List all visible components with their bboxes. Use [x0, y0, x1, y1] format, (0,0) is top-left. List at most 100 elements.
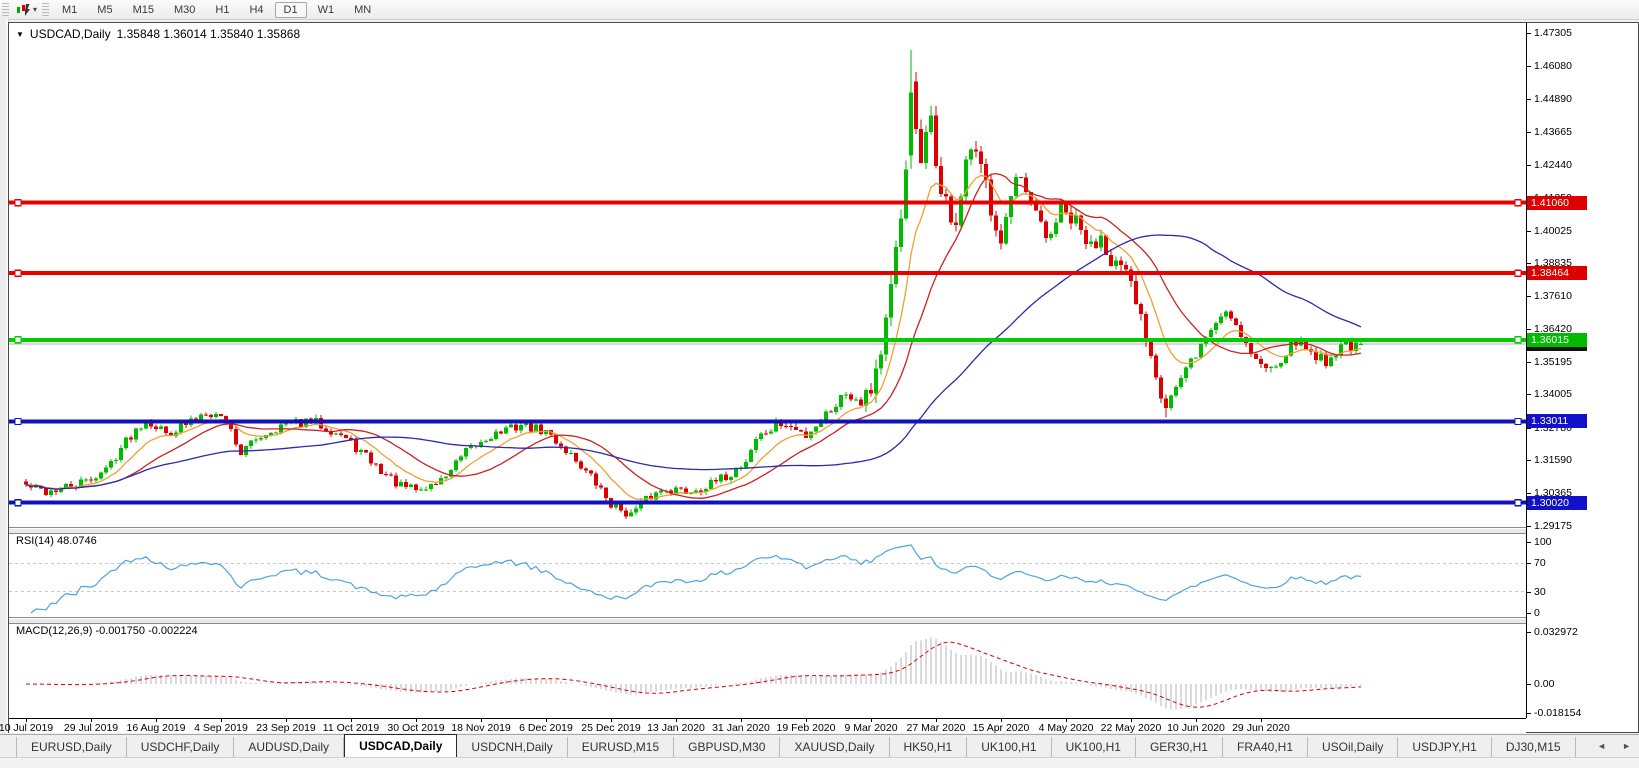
level-flag-1.33011: 1.33011 — [1527, 414, 1587, 428]
date-label-4-May-2020: 4 May 2020 — [1039, 722, 1094, 734]
date-label-25-Dec-2019: 25 Dec 2019 — [581, 722, 641, 734]
date-label-4-Sep-2019: 4 Sep 2019 — [194, 722, 248, 734]
chart-tab-USDJPY-H1[interactable]: USDJPY,H1 — [1398, 737, 1491, 758]
price-tick-1.47305-label: 1.47305 — [1534, 27, 1572, 39]
macd-indicator-label: MACD(12,26,9) -0.001750 -0.002224 — [16, 625, 198, 637]
timeframe-button-M1[interactable]: M1 — [53, 2, 86, 18]
timeframe-button-M5[interactable]: M5 — [88, 2, 121, 18]
chart-symbol: USDCAD,Daily — [30, 27, 111, 41]
price-tick-1.36420-tick — [1527, 329, 1531, 330]
pane-splitter-macd[interactable] — [9, 617, 1636, 624]
chart-tab-HK50-H1[interactable]: HK50,H1 — [890, 737, 968, 758]
price-tick-1.40025-label: 1.40025 — [1534, 225, 1572, 237]
date-label-10-Jul-2019: 10 Jul 2019 — [0, 722, 53, 734]
price-tick-1.46080-label: 1.46080 — [1534, 60, 1572, 72]
timeframe-button-M30[interactable]: M30 — [165, 2, 204, 18]
price-tick-1.31590-tick — [1527, 460, 1531, 461]
rsi-tick-0-tick — [1527, 613, 1531, 614]
dropdown-caret-icon[interactable]: ▾ — [33, 5, 37, 14]
chart-tab-GBPUSD-M30[interactable]: GBPUSD,M30 — [674, 737, 780, 758]
chart-tab-GER30-H1[interactable]: GER30,H1 — [1136, 737, 1223, 758]
date-label-31-Jan-2020: 31 Jan 2020 — [712, 722, 770, 734]
level-flag-1.36015: 1.36015 — [1527, 333, 1587, 347]
tab-scroll-left-icon[interactable]: ◄ — [1597, 741, 1606, 751]
rsi-tick-100-label: 100 — [1534, 536, 1552, 548]
macd-tick-0.032972-label: 0.032972 — [1534, 626, 1578, 638]
candle-cursor-icon — [15, 3, 31, 17]
chart-title: ▼ USDCAD,Daily 1.35848 1.36014 1.35840 1… — [16, 27, 300, 41]
rsi-tick-30-label: 30 — [1534, 586, 1546, 598]
price-pane[interactable] — [9, 23, 1526, 527]
chart-tab-DJ30-M15[interactable]: DJ30,M15 — [1492, 737, 1576, 758]
price-axis[interactable]: 1.473051.460801.448901.436651.424401.412… — [1527, 23, 1636, 732]
date-label-18-Nov-2019: 18 Nov 2019 — [451, 722, 511, 734]
chart-tab-AUDUSD-Daily[interactable]: AUDUSD,Daily — [234, 737, 344, 758]
rsi-indicator-label: RSI(14) 48.0746 — [16, 535, 97, 547]
price-tick-1.44890-label: 1.44890 — [1534, 93, 1572, 105]
timeframe-button-W1[interactable]: W1 — [309, 2, 344, 18]
price-tick-1.43665-label: 1.43665 — [1534, 126, 1572, 138]
macd-tick--0.018154-tick — [1527, 713, 1531, 714]
rsi-tick-70-label: 70 — [1534, 557, 1546, 569]
price-tick-1.35195-tick — [1527, 362, 1531, 363]
rsi-tick-0-label: 0 — [1534, 607, 1540, 619]
date-label-30-Oct-2019: 30 Oct 2019 — [387, 722, 444, 734]
date-label-27-Mar-2020: 27 Mar 2020 — [907, 722, 966, 734]
price-tick-1.34005-tick — [1527, 394, 1531, 395]
price-tick-1.31590-label: 1.31590 — [1534, 454, 1572, 466]
chart-tab-USOil-Daily[interactable]: USOil,Daily — [1308, 737, 1398, 758]
status-strip — [0, 757, 1639, 768]
pane-splitter-rsi[interactable] — [9, 527, 1636, 534]
level-flag-1.41060: 1.41060 — [1527, 196, 1587, 210]
chart-tab-XAUUSD-Daily[interactable]: XAUUSD,Daily — [780, 737, 889, 758]
price-tick-1.46080-tick — [1527, 66, 1531, 67]
price-tick-1.38835-tick — [1527, 263, 1531, 264]
price-tick-1.34005-label: 1.34005 — [1534, 388, 1572, 400]
tab-scroll-right-icon[interactable]: ► — [1622, 741, 1631, 751]
chart-tab-USDCHF-Daily[interactable]: USDCHF,Daily — [127, 737, 235, 758]
date-label-11-Oct-2019: 11 Oct 2019 — [323, 722, 379, 734]
chart-tab-UK100-H1[interactable]: UK100,H1 — [1052, 737, 1136, 758]
price-tick-1.47305-tick — [1527, 33, 1531, 34]
level-flag-1.38464: 1.38464 — [1527, 266, 1587, 280]
chart-ohlc-quotes: 1.35848 1.36014 1.35840 1.35868 — [117, 27, 301, 41]
date-label-10-Jun-2020: 10 Jun 2020 — [1167, 722, 1225, 734]
price-tick-1.29175-tick — [1527, 526, 1531, 527]
rsi-pane[interactable] — [9, 532, 1526, 617]
chart-menu-icon[interactable]: ▼ — [16, 30, 24, 39]
toolbar-grip2[interactable] — [42, 3, 49, 17]
macd-pane[interactable] — [9, 622, 1526, 717]
date-label-29-Jun-2020: 29 Jun 2020 — [1232, 722, 1290, 734]
chart-tab-EURUSD-M15[interactable]: EURUSD,M15 — [568, 737, 674, 758]
chart-tab-USDCNH-Daily[interactable]: USDCNH,Daily — [457, 737, 567, 758]
chart-tab-USDCAD-Daily[interactable]: USDCAD,Daily — [344, 734, 457, 758]
date-label-9-Mar-2020: 9 Mar 2020 — [844, 722, 897, 734]
chart-tab-UK100-H1[interactable]: UK100,H1 — [967, 737, 1051, 758]
macd-tick-0.00-tick — [1527, 684, 1531, 685]
chart-tab-FRA40-H1[interactable]: FRA40,H1 — [1223, 737, 1308, 758]
timeframe-button-H4[interactable]: H4 — [240, 2, 272, 18]
date-label-19-Feb-2020: 19 Feb 2020 — [777, 722, 836, 734]
timeframe-button-M15[interactable]: M15 — [124, 2, 163, 18]
plot-stack — [9, 23, 1526, 717]
macd-tick-0.00-label: 0.00 — [1534, 678, 1554, 690]
chart-tab-EURUSD-Daily[interactable]: EURUSD,Daily — [16, 737, 127, 758]
tab-scroll-buttons: ◄ ► — [1597, 741, 1631, 751]
price-tick-1.37610-tick — [1527, 296, 1531, 297]
date-label-29-Jul-2019: 29 Jul 2019 — [64, 722, 118, 734]
timeframe-button-D1[interactable]: D1 — [275, 2, 307, 18]
timeframe-button-H1[interactable]: H1 — [206, 2, 238, 18]
rsi-tick-70-tick — [1527, 563, 1531, 564]
rsi-tick-30-tick — [1527, 592, 1531, 593]
chart-window: ▼ USDCAD,Daily 1.35848 1.36014 1.35840 1… — [8, 22, 1639, 733]
price-tick-1.42440-label: 1.42440 — [1534, 159, 1572, 171]
price-tick-1.30365-tick — [1527, 493, 1531, 494]
chart-tool-icon[interactable]: ▾ — [12, 3, 40, 17]
toolbar-grip[interactable] — [2, 3, 9, 17]
timeframe-button-MN[interactable]: MN — [345, 2, 380, 18]
macd-tick--0.018154-label: -0.018154 — [1534, 707, 1581, 719]
price-tick-1.29175-label: 1.29175 — [1534, 520, 1572, 532]
